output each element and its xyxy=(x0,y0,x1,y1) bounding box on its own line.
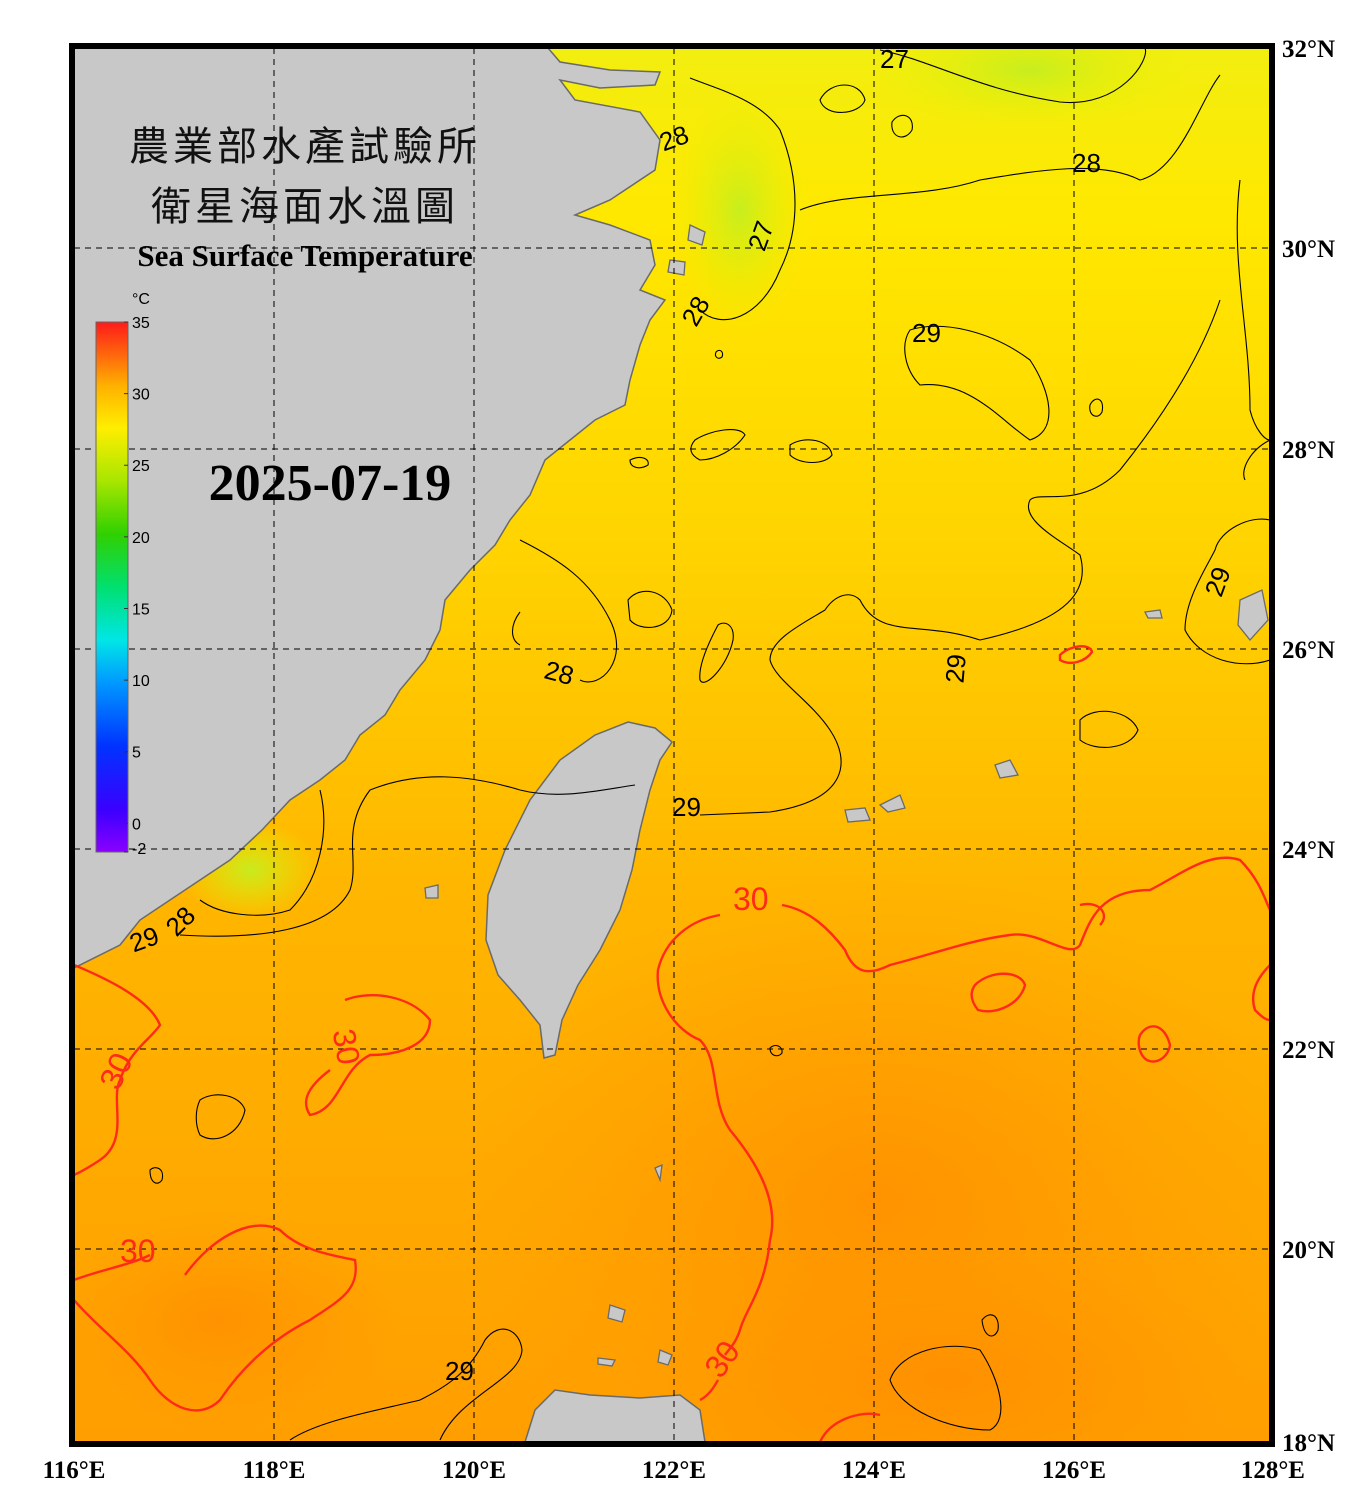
taiwan-island xyxy=(485,721,674,1059)
longitude-label: 118°E xyxy=(243,1457,306,1484)
small-islands xyxy=(424,224,1269,1367)
latitude-label: 26°N xyxy=(1282,637,1335,664)
longitude-label: 126°E xyxy=(1042,1457,1106,1484)
contour-label: 29 xyxy=(912,318,941,348)
luzon-north xyxy=(524,1389,706,1442)
colorbar-tick-label: 5 xyxy=(132,745,141,762)
colorbar-tick-label: 0 xyxy=(132,816,141,833)
colorbar-tick-label: 30 xyxy=(132,387,150,404)
latitude-label: 18°N xyxy=(1282,1430,1335,1457)
colorbar-tick-label: 15 xyxy=(132,601,150,618)
map-frame xyxy=(69,43,1275,1447)
contour-label-30: 30 xyxy=(733,881,769,917)
longitude-label: 120°E xyxy=(442,1457,506,1484)
product-title: 衛星海面水溫圖 xyxy=(151,184,459,230)
latitude-label: 20°N xyxy=(1282,1237,1335,1264)
latitude-label: 22°N xyxy=(1282,1037,1335,1064)
contour-label: 29 xyxy=(445,1356,474,1386)
warm-core-south xyxy=(650,1250,1250,1442)
latitude-label: 28°N xyxy=(1282,437,1335,464)
colorbar-tick-label: 25 xyxy=(132,458,150,475)
colorbar-tick-label: 10 xyxy=(132,673,150,690)
agency-title: 農業部水產試驗所 xyxy=(129,124,481,170)
longitude-label: 116°E xyxy=(43,1457,106,1484)
contour-label: 27 xyxy=(880,44,909,74)
cool-patch-north xyxy=(870,48,1190,130)
date-label: 2025-07-19 xyxy=(209,455,452,512)
latitude-label: 24°N xyxy=(1282,837,1335,864)
longitude-label: 128°E xyxy=(1241,1457,1305,1484)
contour-label: 29 xyxy=(939,653,971,684)
contour-label: 29 xyxy=(672,792,701,822)
isotherms-black xyxy=(149,48,1270,1441)
longitude-labels: 116°E 118°E 120°E 122°E 124°E 126°E 128°E xyxy=(43,1457,1305,1484)
contour-label: 28 xyxy=(1072,148,1101,178)
mainland-china xyxy=(74,48,667,969)
colorbar-tick-label: 20 xyxy=(132,530,150,547)
latitude-label: 32°N xyxy=(1282,36,1335,63)
colorbar-tick-label: -2 xyxy=(132,841,146,858)
colorbar-unit: °C xyxy=(132,291,150,308)
latitude-label: 30°N xyxy=(1282,236,1335,263)
colorbar-gradient xyxy=(95,321,129,853)
colorbar-tick-label: 35 xyxy=(132,315,150,332)
contour-label-30: 30 xyxy=(326,1026,368,1067)
english-title: Sea Surface Temperature xyxy=(137,238,472,273)
contour-label-30: 30 xyxy=(120,1233,156,1269)
longitude-label: 124°E xyxy=(842,1457,906,1484)
isotherms-30 xyxy=(74,645,1270,1442)
latitude-labels: 32°N 30°N 28°N 26°N 24°N 22°N 20°N 18°N xyxy=(1282,36,1335,1457)
graticule xyxy=(74,48,1270,1442)
longitude-label: 122°E xyxy=(642,1457,706,1484)
cool-patch-zhoushan xyxy=(670,90,810,330)
colorbar: °C 35 30 25 20 15 10 5 0 -2 xyxy=(95,291,150,858)
warm-core-west xyxy=(74,1210,400,1430)
